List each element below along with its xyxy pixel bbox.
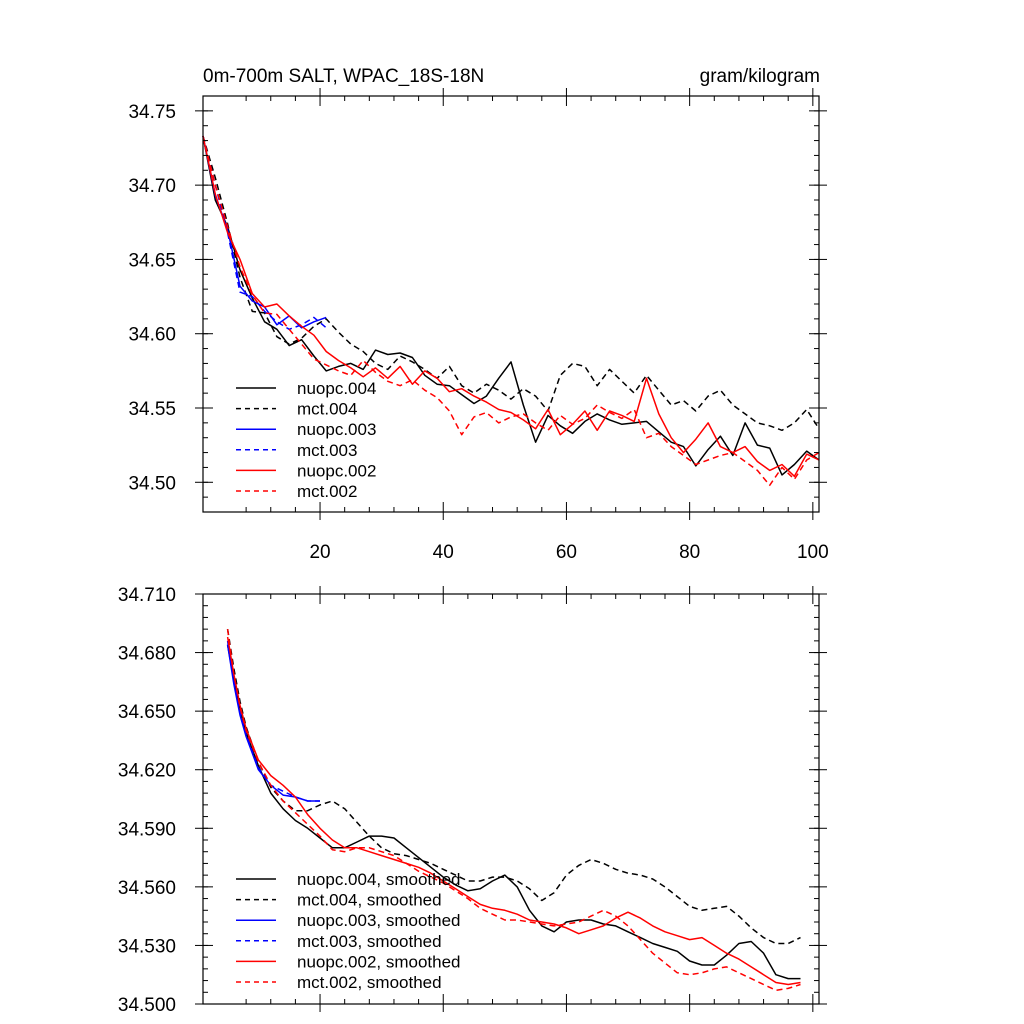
- y-tick-label: 34.65: [128, 250, 176, 271]
- y-tick-label: 34.620: [118, 761, 176, 782]
- legend-label: mct.003: [297, 441, 357, 460]
- legend-label: nuopc.003: [297, 420, 376, 439]
- y-tick-label: 34.55: [128, 399, 176, 420]
- top-panel: 0m-700m SALT, WPAC_18S-18N gram/kilogram…: [128, 66, 828, 563]
- y-tick-label: 34.500: [118, 995, 176, 1016]
- top-series-group: [202, 135, 820, 487]
- series-line-nuopc-002-smoothed: [226, 636, 801, 986]
- y-tick-label: 34.530: [118, 936, 176, 957]
- series-line-mct-002-smoothed: [226, 628, 801, 992]
- series-line-mct-003-smoothed: [226, 640, 320, 802]
- y-tick-label: 34.710: [118, 585, 176, 606]
- series-line-mct-003: [202, 135, 327, 331]
- y-tick-label: 34.60: [128, 325, 176, 346]
- y-tick-label: 34.560: [118, 878, 176, 899]
- legend-label: nuopc.004, smoothed: [297, 870, 461, 889]
- legend-label: mct.003, smoothed: [297, 932, 442, 951]
- bottom-axis-ticks: 34.500 34.530 34.560 34.590 34.620 34.650 34.6…: [118, 585, 827, 1016]
- series-line-mct-004: [202, 135, 820, 432]
- legend-label: mct.002: [297, 482, 357, 501]
- x-tick-label: 80: [679, 542, 700, 563]
- series-line-mct-002: [202, 135, 820, 487]
- bottom-panel: 34.500 34.530 34.560 34.590 34.620 34.650 34.6…: [118, 585, 827, 1016]
- bottom-series-group: [226, 628, 801, 992]
- y-tick-label: 34.650: [118, 702, 176, 723]
- x-tick-label: 20: [309, 542, 330, 563]
- x-tick-label: 60: [556, 542, 577, 563]
- series-line-nuopc-003: [202, 135, 327, 329]
- legend-label: mct.004: [297, 400, 357, 419]
- series-line-mct-004-smoothed: [226, 628, 801, 945]
- top-axis-ticks: 34.50 34.55 34.60 34.65 34.70 34.75 20 40 60 80 10…: [128, 88, 829, 563]
- chart-title: 0m-700m SALT, WPAC_18S-18N: [203, 66, 484, 87]
- y-tick-label: 34.590: [118, 819, 176, 840]
- legend-label: nuopc.004: [297, 379, 376, 398]
- x-tick-label: 100: [797, 542, 829, 563]
- legend-label: mct.004, smoothed: [297, 891, 442, 910]
- legend-label: nuopc.002, smoothed: [297, 952, 461, 971]
- legend-label: mct.002, smoothed: [297, 973, 442, 992]
- y-tick-label: 34.680: [118, 644, 176, 665]
- legend-label: nuopc.003, smoothed: [297, 911, 461, 930]
- units-label: gram/kilogram: [700, 66, 820, 87]
- y-tick-label: 34.70: [128, 176, 176, 197]
- series-line-nuopc-002: [202, 135, 820, 478]
- x-tick-label: 40: [433, 542, 454, 563]
- y-tick-label: 34.50: [128, 473, 176, 494]
- bottom-plot-frame: [202, 593, 820, 1005]
- y-tick-label: 34.75: [128, 102, 176, 123]
- series-line-nuopc-004-smoothed: [226, 644, 801, 980]
- series-line-nuopc-004: [202, 135, 820, 476]
- legend-label: nuopc.002: [297, 461, 376, 480]
